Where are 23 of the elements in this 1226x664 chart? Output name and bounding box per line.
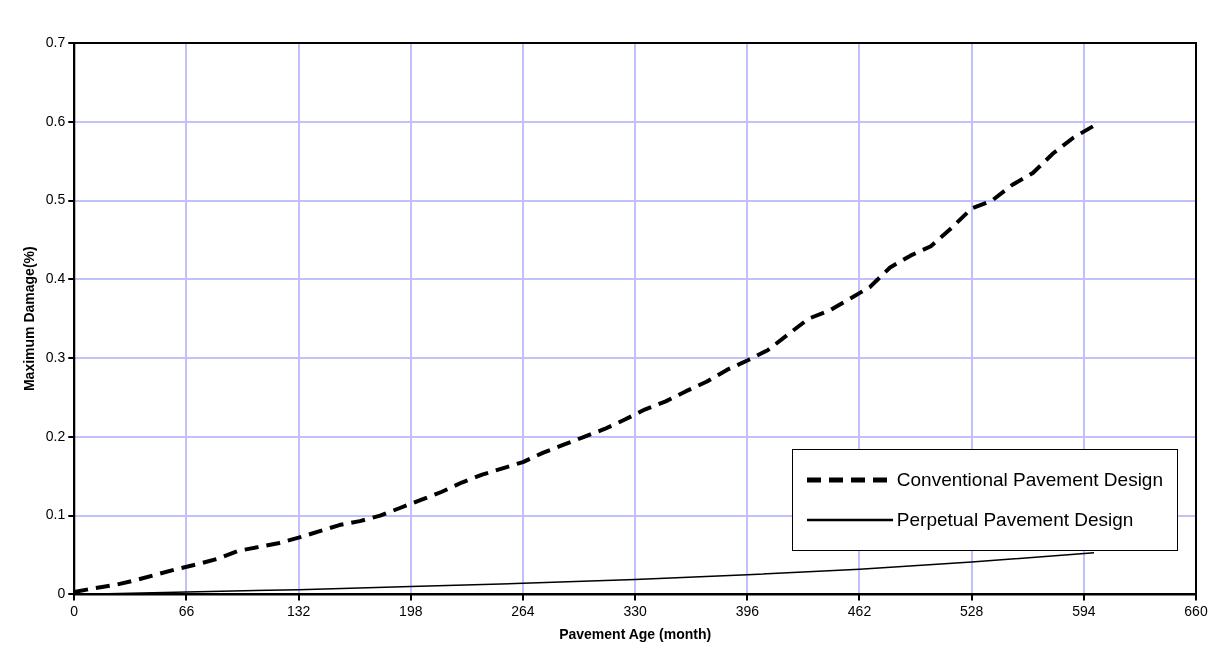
x-tick-label: 660: [1184, 602, 1208, 619]
y-tick-label: 0.2: [45, 427, 66, 444]
legend-label: Perpetual Pavement Design: [896, 509, 1134, 531]
y-tick-label: 0.3: [45, 348, 66, 365]
x-tick-label: 264: [511, 602, 535, 619]
x-tick-label: 528: [959, 602, 984, 619]
x-tick-label: 198: [399, 602, 423, 619]
y-tick-label: 0.5: [45, 191, 66, 208]
y-tick-label: 0.7: [45, 33, 66, 50]
y-axis-title: Maximum Damage(%): [21, 246, 38, 392]
y-tick-label: 0.6: [45, 112, 66, 129]
y-tick-label: 0.1: [45, 506, 66, 523]
x-tick-label: 0: [70, 602, 79, 619]
x-tick-label: 330: [623, 602, 648, 619]
x-tick-label: 132: [286, 602, 311, 619]
x-tick-label: 396: [735, 602, 760, 619]
x-axis-title: Pavement Age (month): [559, 626, 712, 643]
y-tick-label: 0.4: [45, 270, 66, 287]
x-tick-label: 66: [178, 602, 195, 619]
y-tick-label: 0: [57, 585, 66, 602]
x-tick-label: 594: [1072, 602, 1096, 619]
legend-label: Conventional Pavement Design: [896, 469, 1163, 491]
x-tick-label: 462: [847, 602, 872, 619]
